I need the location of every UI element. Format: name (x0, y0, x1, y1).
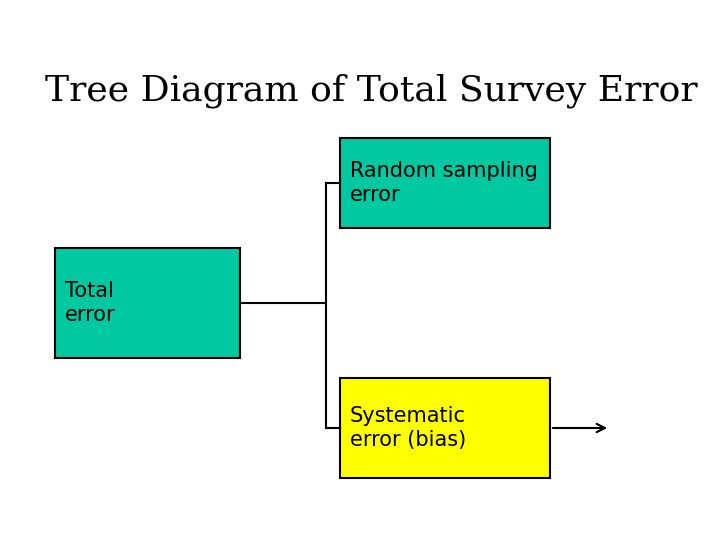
Bar (340, 138, 550, 228)
Text: Total
error: Total error (65, 281, 116, 325)
Text: Systematic
error (bias): Systematic error (bias) (350, 407, 467, 450)
Bar (340, 378, 550, 478)
Text: Random sampling
error: Random sampling error (350, 161, 538, 205)
Bar (55, 248, 240, 358)
Text: Tree Diagram of Total Survey Error: Tree Diagram of Total Survey Error (45, 73, 698, 108)
